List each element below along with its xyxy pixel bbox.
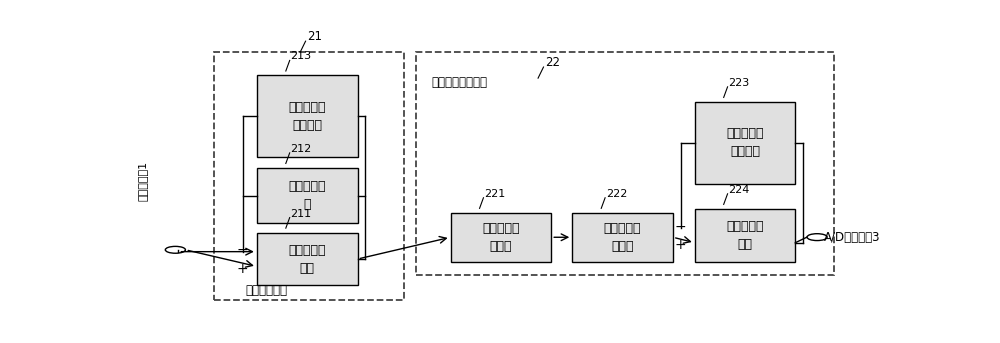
- Text: 213: 213: [290, 51, 312, 61]
- Bar: [695, 102, 795, 184]
- Bar: [572, 213, 673, 262]
- Text: 211: 211: [290, 209, 312, 218]
- Bar: [416, 52, 834, 275]
- Text: −: −: [237, 243, 249, 257]
- Text: 221: 221: [484, 189, 505, 199]
- Text: 拉力传感器1: 拉力传感器1: [137, 161, 147, 201]
- Bar: [450, 213, 551, 262]
- Text: +: +: [675, 238, 686, 252]
- Bar: [257, 233, 358, 285]
- Text: +: +: [237, 262, 249, 276]
- Text: 第二电压负
反馈电路: 第二电压负 反馈电路: [726, 127, 764, 158]
- Text: 212: 212: [290, 144, 312, 154]
- Text: −: −: [675, 220, 686, 234]
- Text: A/D转换模块3: A/D转换模块3: [824, 230, 881, 244]
- Bar: [695, 209, 795, 262]
- Text: 224: 224: [728, 185, 750, 195]
- Text: 第二低通滤
波电路: 第二低通滤 波电路: [604, 222, 641, 253]
- Text: 21: 21: [307, 30, 322, 43]
- Text: 电桥放大电路: 电桥放大电路: [245, 284, 287, 297]
- Text: 第一运算放
大器: 第一运算放 大器: [288, 244, 326, 274]
- Text: 222: 222: [606, 189, 627, 199]
- Text: 223: 223: [728, 78, 750, 88]
- Text: 第一低通滤
波电路: 第一低通滤 波电路: [482, 222, 520, 253]
- Text: 第一电压负
反馈电路: 第一电压负 反馈电路: [288, 101, 326, 132]
- Text: 二阶低通滤波电路: 二阶低通滤波电路: [431, 76, 487, 89]
- Bar: [257, 75, 358, 157]
- Bar: [257, 168, 358, 223]
- Text: 22: 22: [545, 56, 560, 69]
- Text: 第二运算放
大器: 第二运算放 大器: [726, 220, 764, 251]
- Bar: [214, 52, 404, 300]
- Text: 带通滤波电
路: 带通滤波电 路: [288, 180, 326, 211]
